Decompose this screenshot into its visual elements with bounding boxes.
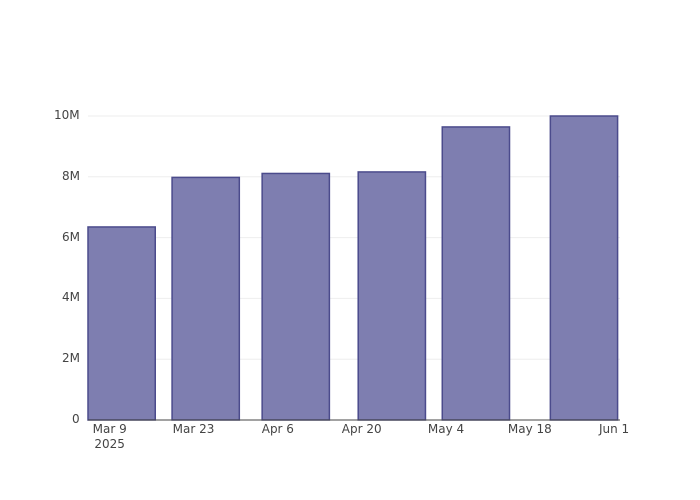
bar bbox=[261, 172, 331, 421]
x-tick-label: May 18 bbox=[507, 422, 552, 436]
y-tick-label: 10M bbox=[54, 108, 80, 122]
y-tick-label: 4M bbox=[62, 290, 80, 305]
bar bbox=[357, 171, 427, 421]
bar bbox=[441, 126, 511, 421]
x-tick-label: Mar 9 2025 bbox=[92, 422, 127, 451]
y-tick-label: 6M bbox=[62, 229, 80, 244]
y-tick-label: 8M bbox=[62, 168, 80, 183]
bar bbox=[549, 115, 619, 421]
y-tick-label: 2M bbox=[62, 351, 80, 366]
x-tick-label: Mar 23 bbox=[172, 422, 215, 436]
x-tick-label: May 4 bbox=[427, 422, 465, 436]
x-tick-label: Apr 6 bbox=[261, 422, 294, 436]
y-tick-label: 0 bbox=[72, 412, 80, 426]
bar bbox=[87, 226, 157, 421]
bar bbox=[171, 176, 241, 421]
x-tick-label: Apr 20 bbox=[341, 422, 382, 436]
x-tick-label: Jun 1 bbox=[598, 422, 630, 436]
